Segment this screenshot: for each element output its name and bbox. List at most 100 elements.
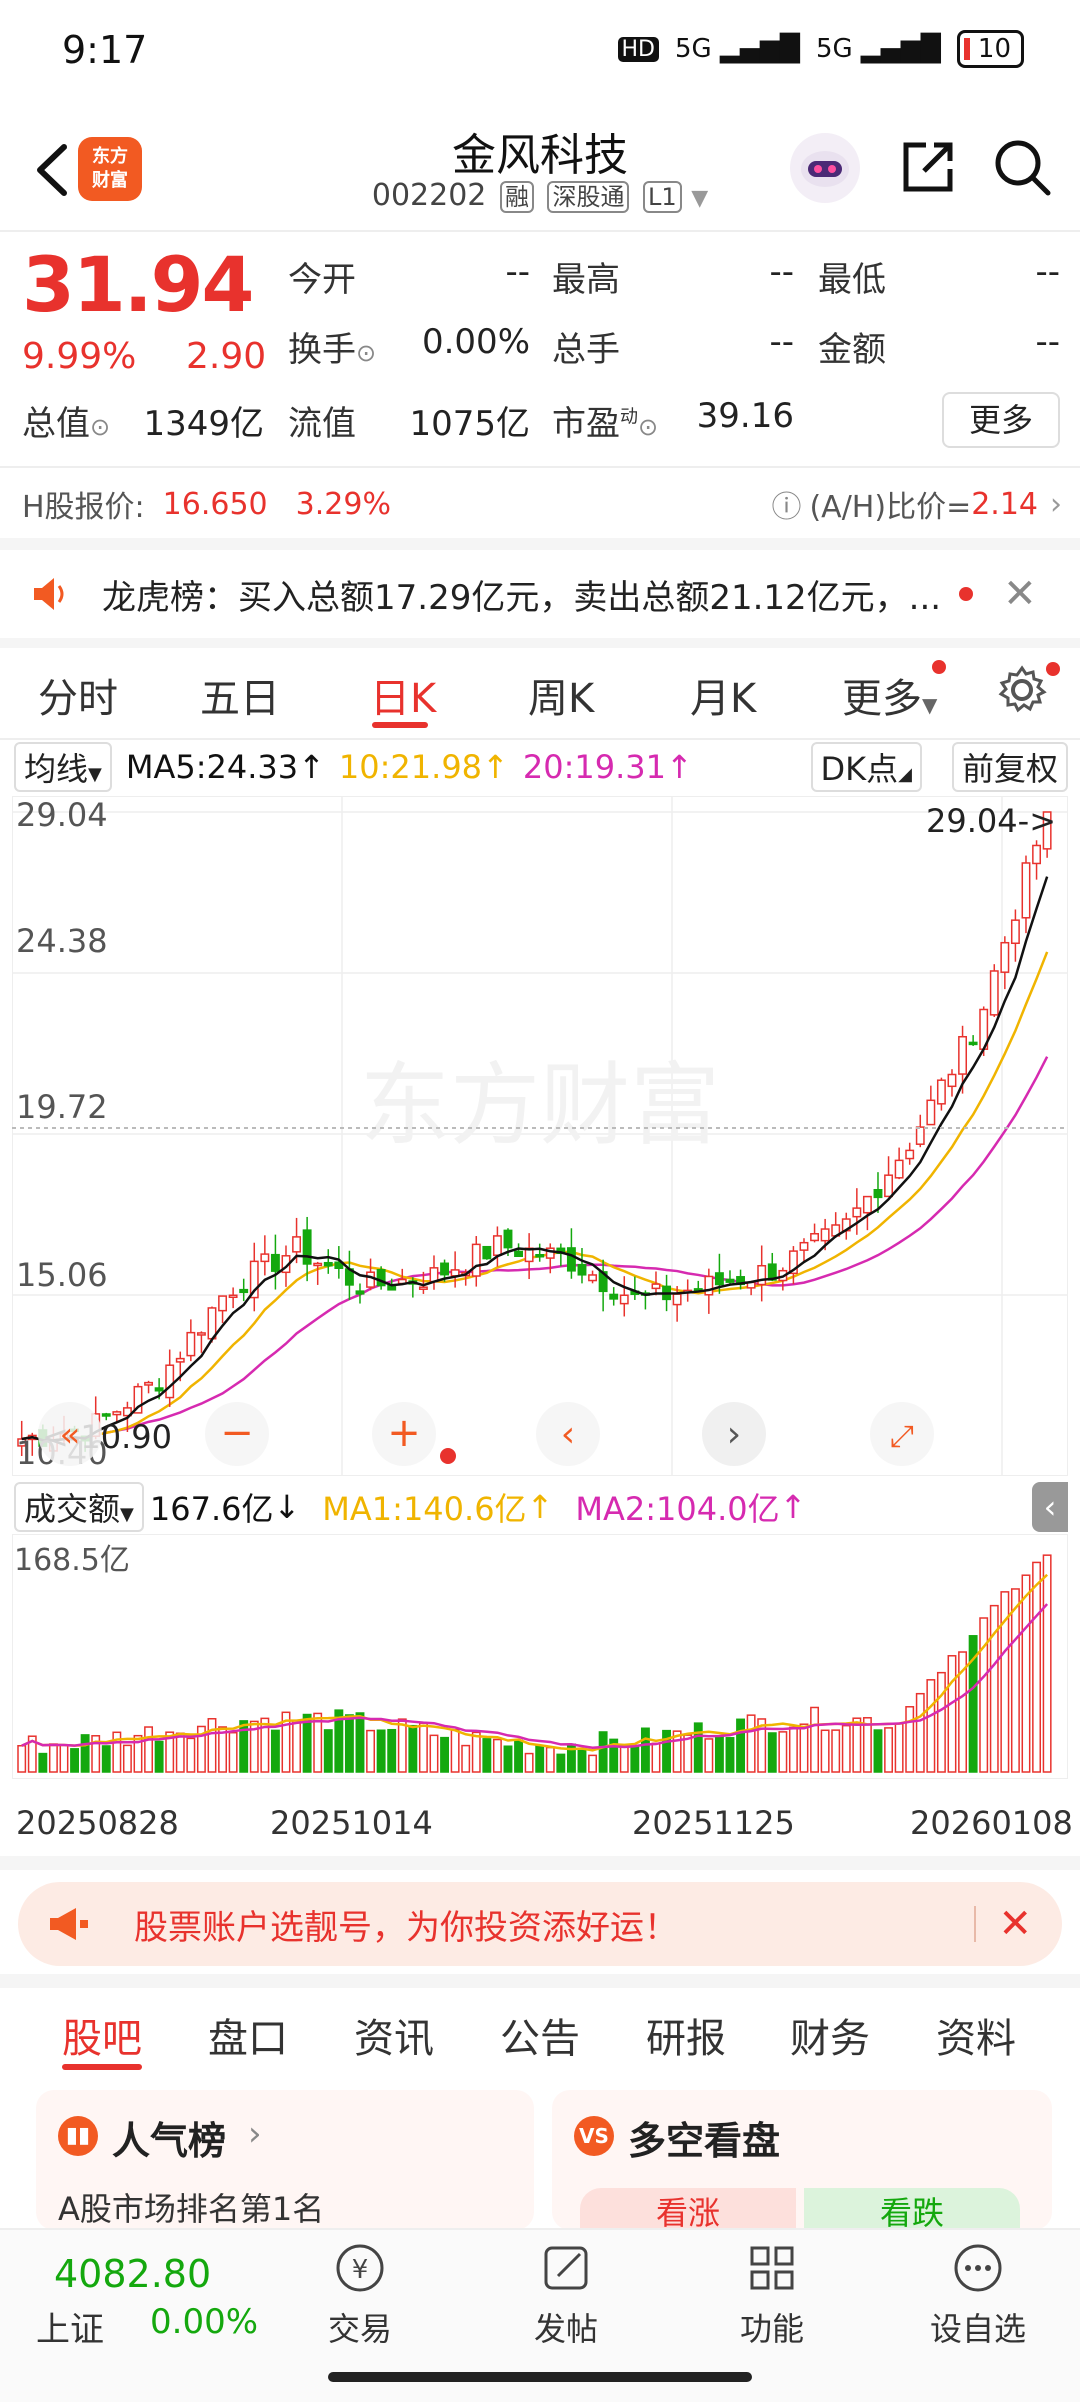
zoom-in-button[interactable]: + bbox=[372, 1402, 436, 1466]
nav-functions[interactable]: 功能 bbox=[712, 2240, 832, 2350]
candle bbox=[228, 1294, 238, 1299]
volume-bar bbox=[144, 1726, 154, 1773]
volume-bar bbox=[59, 1744, 69, 1773]
close-icon[interactable]: ✕ bbox=[1003, 571, 1037, 617]
candlestick-chart[interactable]: 东方财富 29.04 24.38 19.72 15.06 10.40 <-10.… bbox=[12, 796, 1068, 1476]
scroll-left-button[interactable]: ‹ bbox=[536, 1402, 600, 1466]
tab-daily-k[interactable]: 日K bbox=[370, 676, 437, 722]
index-pct[interactable]: 0.00% bbox=[150, 2302, 259, 2342]
unread-dot bbox=[440, 1448, 456, 1464]
candle bbox=[862, 1195, 872, 1214]
tab-monthly-k[interactable]: 月K bbox=[690, 676, 757, 722]
tab-finance[interactable]: 财务 bbox=[790, 2016, 870, 2062]
volume-bar bbox=[133, 1734, 143, 1773]
volume-chart[interactable]: 168.5亿 bbox=[12, 1534, 1068, 1779]
volume-bar bbox=[514, 1739, 524, 1773]
mcap-value: 1349亿 bbox=[143, 404, 264, 444]
ma5-value: MA5:24.33 bbox=[125, 748, 299, 786]
stock-code-row[interactable]: 002202 融 深股通 L1 ▼ bbox=[0, 177, 1080, 213]
candle bbox=[1032, 844, 1042, 865]
share-icon[interactable] bbox=[896, 135, 960, 199]
nav-trade[interactable]: ¥ 交易 bbox=[300, 2240, 420, 2350]
candle bbox=[514, 1250, 524, 1257]
tab-announcements[interactable]: 公告 bbox=[500, 2016, 580, 2062]
nav-add-watchlist[interactable]: 设自选 bbox=[918, 2240, 1038, 2350]
volume-ma2-line bbox=[21, 1603, 1049, 1750]
back-icon[interactable] bbox=[24, 135, 84, 205]
gear-icon[interactable] bbox=[996, 664, 1048, 716]
popularity-card[interactable]: ▮▮ 人气榜 › A股市场排名第1名 bbox=[36, 2090, 534, 2230]
pe-label[interactable]: 市盈动⊙ bbox=[552, 404, 659, 444]
candle bbox=[799, 1241, 809, 1251]
volume-bar bbox=[186, 1737, 196, 1773]
volume-bar bbox=[165, 1731, 175, 1773]
ma-type-select[interactable]: 均线▼ bbox=[14, 742, 112, 792]
candle bbox=[704, 1275, 714, 1296]
dragon-tiger-banner[interactable]: 龙虎榜： 买入总额17.29亿元，卖出总额21.12亿元，... ✕ bbox=[0, 550, 1080, 638]
tab-guba[interactable]: 股吧 bbox=[62, 2016, 142, 2062]
close-icon[interactable]: ✕ bbox=[998, 1901, 1032, 1947]
volume-bar bbox=[17, 1745, 27, 1773]
volume-bar bbox=[704, 1738, 714, 1773]
bull-bear-card[interactable]: VS 多空看盘 看涨 看跌 bbox=[552, 2090, 1052, 2232]
volume-bar bbox=[418, 1722, 428, 1773]
candle bbox=[334, 1261, 344, 1269]
help-icon: ⓘ bbox=[771, 490, 802, 525]
tab-news[interactable]: 资讯 bbox=[354, 2016, 434, 2062]
candle bbox=[355, 1290, 365, 1295]
volume-bar bbox=[450, 1728, 460, 1773]
scroll-right-button[interactable]: › bbox=[702, 1402, 766, 1466]
index-value[interactable]: 4082.80 bbox=[54, 2252, 212, 2296]
volume-type-select[interactable]: 成交额▼ bbox=[14, 1482, 144, 1532]
dk-point-button[interactable]: DK点◢ bbox=[810, 742, 922, 792]
page-title: 金风科技 bbox=[452, 130, 628, 181]
y-label-3: 19.72 bbox=[16, 1088, 108, 1126]
candle bbox=[915, 1126, 925, 1145]
tab-weekly-k[interactable]: 周K bbox=[528, 676, 595, 722]
turnover-label[interactable]: 换手⊙ bbox=[288, 330, 377, 370]
tab-profile[interactable]: 资料 bbox=[936, 2016, 1016, 2062]
candle bbox=[725, 1278, 735, 1283]
announcement-text: 买入总额17.29亿元，卖出总额21.12亿元，... bbox=[238, 577, 942, 618]
zoom-out-button[interactable]: − bbox=[205, 1402, 269, 1466]
candle bbox=[270, 1253, 280, 1272]
tab-more[interactable]: 更多▼ bbox=[842, 676, 938, 722]
scroll-left-fast-button[interactable]: « bbox=[38, 1402, 102, 1466]
app-logo[interactable]: 东方 财富 bbox=[78, 137, 142, 201]
volume-bar bbox=[397, 1718, 407, 1773]
y-label-4: 15.06 bbox=[16, 1256, 108, 1294]
tab-five-day[interactable]: 五日 bbox=[200, 676, 280, 722]
volume-bar bbox=[429, 1734, 439, 1773]
mcap-label[interactable]: 总值⊙ bbox=[22, 404, 111, 444]
promo-banner[interactable]: 股票账户选靓号，为你投资添好运！ ✕ bbox=[18, 1882, 1062, 1966]
adjust-button[interactable]: 前复权 bbox=[951, 742, 1068, 792]
volume-bar bbox=[799, 1723, 809, 1773]
nav-post[interactable]: 发帖 bbox=[506, 2240, 626, 2350]
more-quote-button[interactable]: 更多 bbox=[942, 392, 1060, 448]
candle bbox=[968, 1041, 978, 1046]
bull-button[interactable]: 看涨 bbox=[580, 2188, 796, 2232]
tab-research[interactable]: 研报 bbox=[646, 2016, 726, 2062]
candle bbox=[714, 1272, 724, 1286]
amount-value: -- bbox=[1035, 322, 1060, 362]
header: 金风科技 002202 融 深股通 L1 ▼ 东方 财富 bbox=[0, 105, 1080, 230]
collapse-panel-button[interactable]: ‹ bbox=[1032, 1482, 1068, 1532]
volume-bar bbox=[48, 1743, 58, 1773]
index-name[interactable]: 上证 bbox=[36, 2310, 104, 2350]
tab-pankou[interactable]: 盘口 bbox=[208, 2016, 288, 2062]
content-tabs: 股吧 盘口 资讯 公告 研报 财务 资料 bbox=[0, 1990, 1080, 2082]
candle bbox=[249, 1260, 259, 1299]
ma10-line bbox=[21, 951, 1049, 1442]
candle bbox=[260, 1253, 270, 1263]
candle bbox=[1042, 811, 1052, 850]
h-share-row[interactable]: H股报价: 16.650 3.29% ⓘ (A/H)比价= 2.14 › bbox=[0, 470, 1080, 538]
tab-intraday[interactable]: 分时 bbox=[38, 676, 118, 722]
candle bbox=[366, 1271, 376, 1288]
bear-button[interactable]: 看跌 bbox=[804, 2188, 1020, 2232]
search-icon[interactable] bbox=[990, 135, 1054, 199]
volume-bar bbox=[461, 1744, 471, 1773]
fullscreen-button[interactable]: ⤢ bbox=[870, 1402, 934, 1466]
volume-bar bbox=[281, 1711, 291, 1773]
date-label: 20250828 bbox=[16, 1804, 179, 1842]
assistant-robot-icon[interactable] bbox=[790, 133, 860, 203]
